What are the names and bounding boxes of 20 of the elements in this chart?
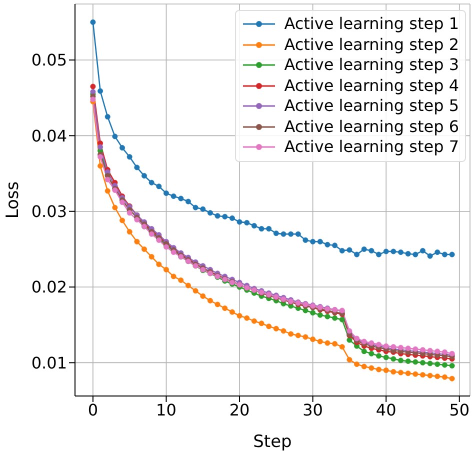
legend-label: Active learning step 5 <box>284 96 459 116</box>
y-tick-label: 0.04 <box>31 126 67 146</box>
legend-label: Active learning step 3 <box>284 55 459 76</box>
y-tick-label: 0.05 <box>31 50 67 70</box>
y-axis-title: Loss <box>3 181 24 219</box>
legend-label: Active learning step 4 <box>284 76 459 96</box>
x-tick-label: 0 <box>88 400 98 420</box>
x-tick-label: 50 <box>449 400 470 420</box>
x-tick-label: 20 <box>229 400 250 420</box>
x-tick-label: 10 <box>156 400 176 420</box>
legend-label: Active learning step 7 <box>284 137 459 158</box>
x-axis-title: Step <box>253 432 292 451</box>
x-tick-label: 30 <box>302 400 323 420</box>
legend-label: Active learning step 2 <box>284 34 459 55</box>
legend-label: Active learning step 1 <box>284 14 459 34</box>
legend-label: Active learning step 6 <box>284 116 459 137</box>
x-tick-label: 40 <box>376 400 396 420</box>
y-tick-label: 0.02 <box>31 278 67 297</box>
y-tick-label: 0.01 <box>31 353 67 372</box>
y-tick-label: 0.03 <box>31 202 67 222</box>
